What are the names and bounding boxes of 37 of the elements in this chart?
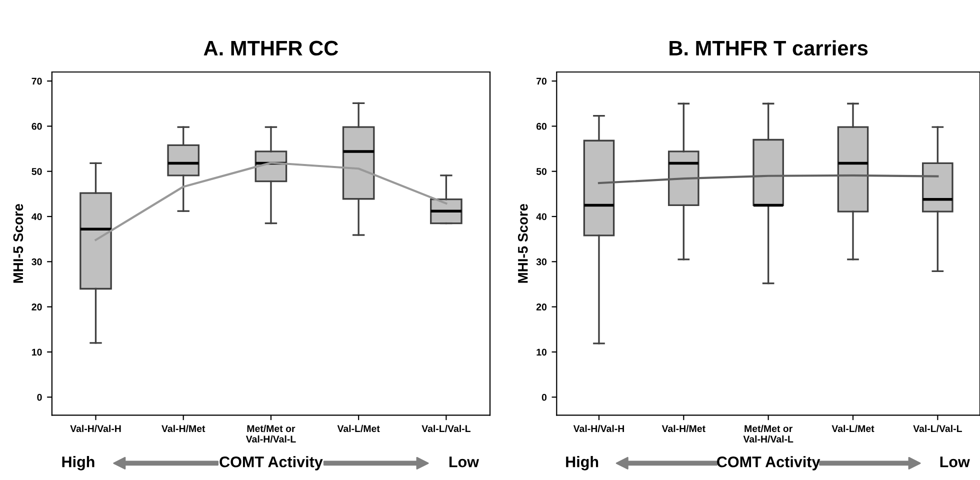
x-tick-label: Val-H/Val-H xyxy=(573,424,624,432)
y-tick-label: 60 xyxy=(536,122,547,130)
y-tick-label: 30 xyxy=(536,258,547,266)
x-tick-label: Val-H/Val-H xyxy=(70,424,121,432)
x-tick-label: Val-H/Met xyxy=(662,424,706,432)
y-tick-label: 70 xyxy=(32,78,42,85)
x-tick-label: Val-H/Met xyxy=(162,424,206,432)
x-tick-label: Val-L/Val-L xyxy=(422,424,470,432)
text: COMT Activity xyxy=(717,456,820,470)
x-tick-label: Val-L/Met xyxy=(337,424,380,432)
line-series xyxy=(598,174,939,184)
text: Low xyxy=(449,456,480,468)
text: High xyxy=(566,456,598,470)
y-tick-label: 20 xyxy=(536,304,547,310)
chart-title: B. MTHFR T carriers xyxy=(670,40,868,56)
chart-title: A. MTHFR CC xyxy=(204,40,338,56)
text: Low xyxy=(940,456,970,468)
y-tick-label: 50 xyxy=(536,168,547,175)
y-tick-label: 60 xyxy=(32,122,42,130)
y-axis-title: MHI-5 Score xyxy=(13,204,24,283)
x-tick-label: Met/Met or Val-H/Val-L xyxy=(246,424,296,443)
y-tick-label: 50 xyxy=(32,168,42,175)
y-tick-label: 70 xyxy=(536,78,547,85)
y-tick-label: 0 xyxy=(542,394,547,401)
y-tick-label: 10 xyxy=(536,348,547,356)
y-tick-label: 40 xyxy=(32,213,42,220)
x-tick-label: Val-L/Val-L xyxy=(913,424,962,432)
y-tick-label: 30 xyxy=(32,258,42,266)
y-tick-label: 40 xyxy=(536,213,547,220)
text: COMT Activity xyxy=(220,456,323,470)
y-tick-label: 20 xyxy=(32,304,42,310)
y-axis-title: MHI-5 Score xyxy=(518,204,528,283)
y-tick-label: 10 xyxy=(32,348,42,356)
x-tick-label: Met/Met or Val-H/Val-L xyxy=(743,424,794,443)
x-tick-label: Val-L/Met xyxy=(832,424,874,432)
y-tick-label: 0 xyxy=(37,394,42,401)
text: High xyxy=(62,456,94,470)
